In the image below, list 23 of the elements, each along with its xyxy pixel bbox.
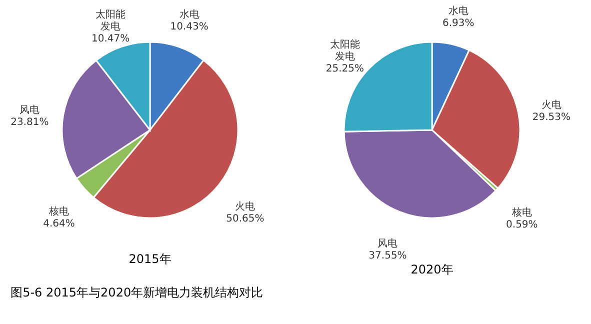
data-label: 4.64% [43, 218, 75, 230]
text: 2015年 [128, 252, 172, 266]
caption: 图5-6 2015年与2020年新增电力装机结构对比 [10, 286, 264, 300]
slice-label: 太阳能发电 [96, 8, 126, 33]
slice-label: 太阳能发电 [330, 38, 360, 63]
text: 2020年 [410, 262, 454, 277]
data-label: 25.25% [326, 64, 364, 75]
data-label: 0.59% [506, 219, 538, 230]
data-label: 10.43% [170, 21, 208, 32]
slice-label: 风电 [20, 104, 40, 116]
data-label: 10.47% [92, 34, 130, 45]
slice-label: 水电 [179, 8, 200, 20]
data-label: 23.81% [10, 116, 49, 128]
slice-label: 核电 [48, 205, 69, 218]
data-label: 37.55% [368, 250, 407, 262]
slice-label: 水电 [448, 4, 468, 17]
slice-label: 火电 [235, 200, 256, 212]
slice-label: 核电 [510, 206, 532, 218]
slice-label: 火电 [541, 99, 562, 112]
data-label: 50.65% [226, 213, 264, 224]
slice-label: 风电 [378, 238, 398, 250]
data-label: 6.93% [442, 18, 474, 29]
data-label: 29.53% [532, 112, 570, 124]
